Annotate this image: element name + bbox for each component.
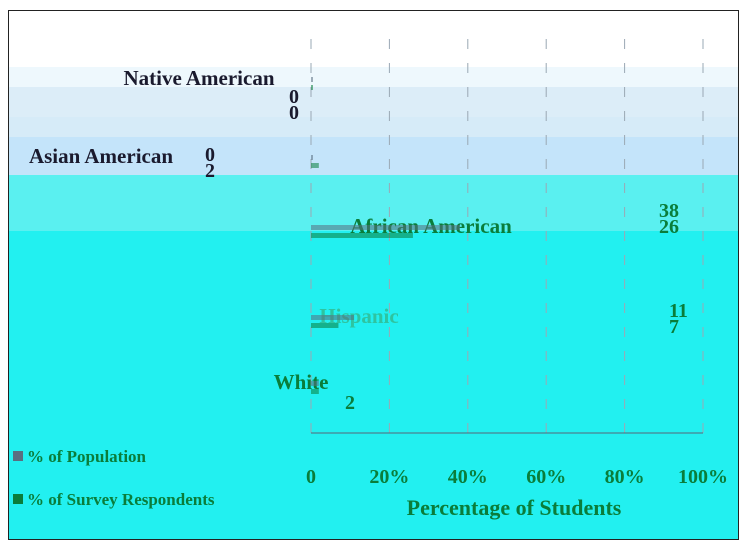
data-label-asian-american-0: 0	[205, 144, 215, 166]
data-label-white-0: 2	[345, 392, 355, 414]
bar-asian-american-series-0	[311, 155, 313, 160]
data-label-native-american-0: 0	[289, 86, 299, 108]
bar-african-american-series-1	[311, 233, 413, 238]
x-tick-label-0: 0	[306, 466, 316, 488]
band-pale-3	[9, 117, 738, 137]
bar-native-american-series-1	[311, 85, 313, 90]
x-axis-title: Percentage of Students	[407, 495, 622, 520]
band-blue	[9, 137, 738, 175]
category-label-white: White	[274, 370, 329, 394]
band-pale-2	[9, 87, 738, 117]
data-label-asian-american-1: 2	[205, 160, 215, 182]
bar-native-american-series-0	[311, 77, 313, 82]
bar-white-series-1	[311, 389, 319, 394]
legend-label-1: % of Survey Respondents	[27, 490, 215, 509]
x-tick-label-1: 20%	[369, 466, 409, 488]
data-label-african-american-0: 38	[659, 200, 679, 222]
data-label-native-american-1: 0	[289, 102, 299, 124]
legend-swatch-0	[13, 451, 23, 461]
band-cyan	[9, 231, 738, 539]
band-pale-1	[9, 67, 738, 87]
bar-asian-american-series-1	[311, 163, 319, 168]
legend-swatch-1	[13, 494, 23, 504]
legend-label-0: % of Population	[27, 447, 147, 466]
band-light-cyan	[9, 175, 738, 231]
band-white-top	[9, 11, 738, 67]
category-label-native-american: Native American	[123, 66, 274, 90]
category-label-asian-american: Asian American	[29, 144, 173, 168]
x-tick-label-3: 60%	[526, 466, 566, 488]
data-label-african-american-1: 26	[659, 216, 679, 238]
bar-hispanic-series-1	[311, 323, 339, 328]
data-label-hispanic-0: 11	[669, 300, 688, 322]
bar-hispanic-series-0	[311, 315, 355, 320]
bar-white-series-0	[311, 381, 319, 386]
x-tick-label-2: 40%	[448, 466, 488, 488]
x-tick-label-5: 100%	[678, 466, 728, 488]
bar-african-american-series-0	[311, 225, 460, 230]
x-tick-label-4: 80%	[605, 466, 645, 488]
data-label-hispanic-1: 7	[669, 316, 679, 338]
